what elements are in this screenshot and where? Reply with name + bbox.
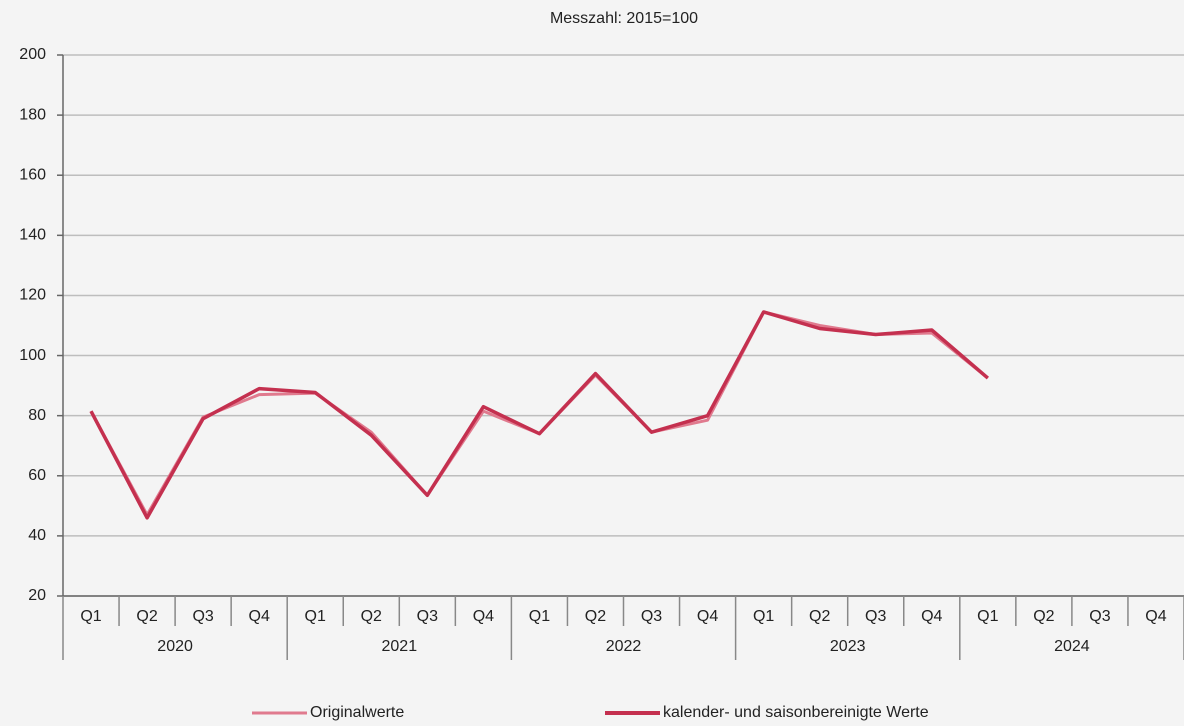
y-tick-label: 40: [28, 527, 46, 544]
x-tick-label: Q4: [473, 608, 494, 625]
y-tick-label: 120: [19, 287, 46, 304]
x-tick-label: Q1: [529, 608, 550, 625]
x-tick-label: Q2: [1033, 608, 1054, 625]
year-label: 2021: [382, 638, 418, 655]
series-line: [89, 310, 989, 517]
y-tick-label: 100: [19, 347, 46, 364]
x-tick-label: Q3: [192, 608, 213, 625]
chart-title: Messzahl: 2015=100: [550, 10, 698, 27]
legend-label: Originalwerte: [310, 704, 404, 721]
x-tick-label: Q3: [641, 608, 662, 625]
x-tick-label: Q3: [1089, 608, 1110, 625]
y-tick-label: 80: [28, 407, 46, 424]
x-tick-label: Q1: [305, 608, 326, 625]
x-tick-label: Q3: [417, 608, 438, 625]
y-tick-label: 160: [19, 166, 46, 183]
y-tick-label: 180: [19, 106, 46, 123]
year-label: 2024: [1054, 638, 1090, 655]
x-tick-label: Q2: [136, 608, 157, 625]
year-label: 2020: [157, 638, 193, 655]
x-tick-label: Q1: [753, 608, 774, 625]
y-tick-label: 60: [28, 467, 46, 484]
x-tick-label: Q2: [585, 608, 606, 625]
x-tick-label: Q1: [977, 608, 998, 625]
x-tick-label: Q4: [697, 608, 718, 625]
x-tick-label: Q3: [865, 608, 886, 625]
y-tick-label: 140: [19, 227, 46, 244]
x-tick-label: Q2: [809, 608, 830, 625]
series-line: [89, 310, 989, 520]
x-tick-label: Q2: [361, 608, 382, 625]
x-tick-label: Q4: [249, 608, 270, 625]
legend-label: kalender- und saisonbereinigte Werte: [663, 704, 929, 721]
x-tick-label: Q4: [1145, 608, 1166, 625]
x-tick-label: Q1: [80, 608, 101, 625]
y-tick-label: 20: [28, 587, 46, 604]
x-tick-label: Q4: [921, 608, 942, 625]
year-label: 2022: [606, 638, 642, 655]
year-label: 2023: [830, 638, 866, 655]
y-tick-label: 200: [19, 46, 46, 63]
